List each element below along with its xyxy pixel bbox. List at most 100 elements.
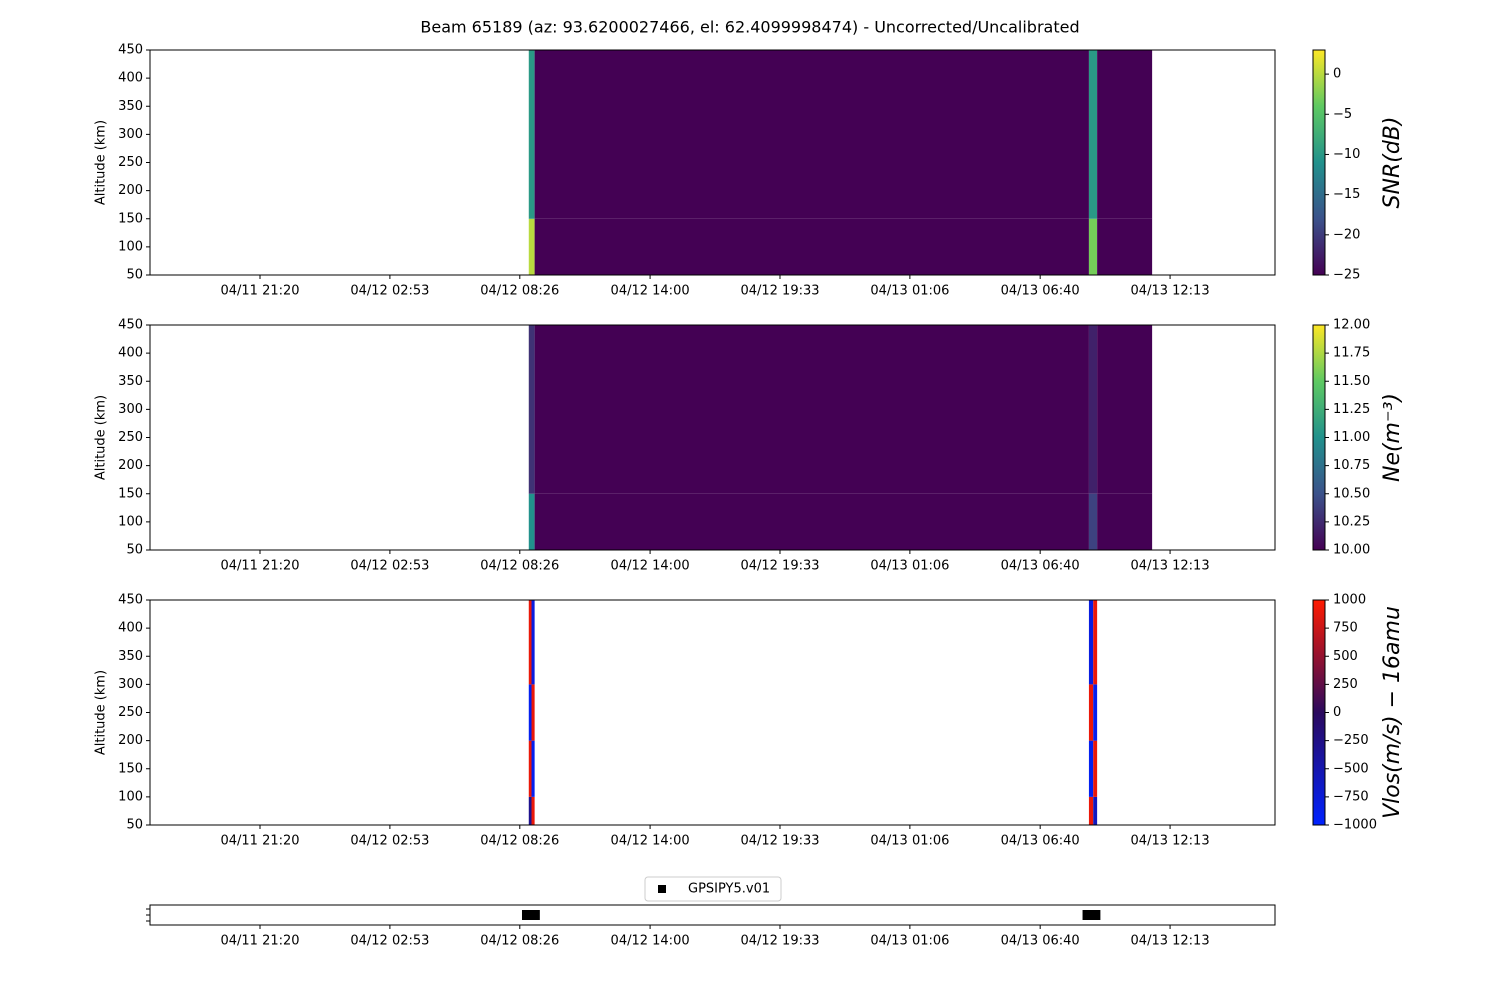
x-tick-label: 04/12 14:00 bbox=[611, 934, 690, 949]
colorbar-tick-label: 750 bbox=[1333, 621, 1358, 636]
x-tick-label: 04/12 02:53 bbox=[350, 559, 429, 574]
x-tick-label: 04/13 06:40 bbox=[1001, 934, 1080, 949]
heat-cell bbox=[534, 325, 1089, 494]
x-tick-label: 04/11 21:20 bbox=[220, 934, 299, 949]
colorbar-tick-label: −1000 bbox=[1333, 818, 1377, 833]
colorbar-tick-label: 500 bbox=[1333, 649, 1358, 664]
heat-cell bbox=[1088, 493, 1098, 550]
colorbar-tick-label: −15 bbox=[1333, 187, 1360, 202]
y-tick-label: 250 bbox=[118, 705, 143, 720]
axes-frame bbox=[149, 904, 1276, 926]
x-tick-label: 04/13 12:13 bbox=[1131, 834, 1210, 849]
x-tick-label: 04/13 06:40 bbox=[1001, 834, 1080, 849]
colorbar-tick-label: −500 bbox=[1333, 761, 1369, 776]
y-tick-label: 250 bbox=[118, 430, 143, 445]
y-tick-label: 350 bbox=[118, 99, 143, 114]
colorbar-label: Ne(m⁻³) bbox=[1380, 393, 1405, 482]
heat-cell bbox=[1088, 796, 1094, 825]
x-tick-label: 04/13 06:40 bbox=[1001, 284, 1080, 299]
heat-cell bbox=[534, 493, 1089, 550]
y-tick-label: 100 bbox=[118, 239, 143, 254]
x-tick-label: 04/13 01:06 bbox=[870, 934, 949, 949]
x-tick-label: 04/13 12:13 bbox=[1131, 934, 1210, 949]
x-tick-label: 04/13 12:13 bbox=[1131, 284, 1210, 299]
x-tick-label: 04/12 08:26 bbox=[480, 559, 559, 574]
heat-cell bbox=[531, 684, 535, 741]
y-tick-label: 100 bbox=[118, 514, 143, 529]
x-tick-label: 04/12 14:00 bbox=[611, 559, 690, 574]
figure-title: Beam 65189 (az: 93.6200027466, el: 62.40… bbox=[420, 18, 1079, 37]
colorbar-tick-label: 250 bbox=[1333, 677, 1358, 692]
colorbar bbox=[1312, 324, 1326, 551]
axes-frame bbox=[149, 599, 1276, 826]
y-tick-label: 250 bbox=[118, 155, 143, 170]
legend-box bbox=[644, 876, 782, 902]
colorbar-tick-label: −25 bbox=[1333, 268, 1360, 283]
x-tick-label: 04/12 19:33 bbox=[740, 559, 819, 574]
y-axis-label: Altitude (km) bbox=[94, 670, 109, 755]
colorbar-tick-label: 0 bbox=[1333, 705, 1341, 720]
x-tick-label: 04/13 06:40 bbox=[1001, 559, 1080, 574]
heat-cell bbox=[534, 218, 1089, 275]
x-tick-label: 04/12 02:53 bbox=[350, 934, 429, 949]
y-tick-label: 150 bbox=[118, 761, 143, 776]
heat-cell bbox=[528, 325, 535, 494]
y-tick-label: 300 bbox=[118, 402, 143, 417]
heat-cell bbox=[528, 493, 535, 550]
y-tick-label: 350 bbox=[118, 649, 143, 664]
x-tick-label: 04/12 02:53 bbox=[350, 284, 429, 299]
x-tick-label: 04/12 19:33 bbox=[740, 834, 819, 849]
colorbar-tick-label: −10 bbox=[1333, 147, 1360, 162]
y-axis-label: Altitude (km) bbox=[94, 120, 109, 205]
axes-frame bbox=[149, 324, 1276, 551]
heat-cell bbox=[1088, 740, 1094, 797]
heat-cell bbox=[1097, 493, 1153, 550]
heat-cell bbox=[528, 684, 532, 741]
scatter-point bbox=[1088, 910, 1101, 920]
y-tick-label: 150 bbox=[118, 211, 143, 226]
x-tick-label: 04/11 21:20 bbox=[220, 559, 299, 574]
colorbar-tick-label: 12.00 bbox=[1333, 318, 1370, 333]
heat-cell bbox=[528, 740, 532, 797]
y-tick-label: 200 bbox=[118, 458, 143, 473]
colorbar-tick-label: 0 bbox=[1333, 67, 1341, 82]
heat-cell bbox=[1088, 684, 1094, 741]
y-tick-label: 400 bbox=[118, 71, 143, 86]
heat-cell bbox=[531, 796, 535, 825]
y-tick-label: 300 bbox=[118, 127, 143, 142]
x-tick-label: 04/12 14:00 bbox=[611, 834, 690, 849]
heat-cell bbox=[1088, 218, 1098, 275]
heat-cell bbox=[528, 796, 532, 825]
y-tick-label: 50 bbox=[126, 818, 143, 833]
x-tick-label: 04/13 01:06 bbox=[870, 284, 949, 299]
x-tick-label: 04/12 08:26 bbox=[480, 284, 559, 299]
colorbar-tick-label: 10.25 bbox=[1333, 514, 1370, 529]
x-tick-label: 04/13 01:06 bbox=[870, 559, 949, 574]
colorbar-tick-label: 11.75 bbox=[1333, 346, 1370, 361]
colorbar-tick-label: 11.00 bbox=[1333, 430, 1370, 445]
heat-cell bbox=[1088, 50, 1098, 219]
heat-cell bbox=[531, 600, 535, 685]
colorbar-tick-label: −5 bbox=[1333, 107, 1352, 122]
x-tick-label: 04/12 19:33 bbox=[740, 284, 819, 299]
colorbar-label: Vlos(m/s) − 16amu bbox=[1380, 606, 1405, 819]
colorbar-tick-label: 1000 bbox=[1333, 593, 1366, 608]
y-tick-label: 100 bbox=[118, 789, 143, 804]
colorbar-tick-label: −20 bbox=[1333, 227, 1360, 242]
colorbar-tick-label: 11.50 bbox=[1333, 374, 1370, 389]
y-tick-label: 450 bbox=[118, 43, 143, 58]
x-tick-label: 04/11 21:20 bbox=[220, 834, 299, 849]
x-tick-label: 04/12 14:00 bbox=[611, 284, 690, 299]
y-tick-label: 350 bbox=[118, 374, 143, 389]
colorbar-label: SNR(dB) bbox=[1380, 117, 1405, 209]
heat-cell bbox=[1093, 600, 1098, 685]
heat-cell bbox=[531, 740, 535, 797]
y-tick-label: 200 bbox=[118, 183, 143, 198]
colorbar bbox=[1312, 599, 1326, 826]
heat-cell bbox=[1093, 796, 1098, 825]
y-tick-label: 400 bbox=[118, 621, 143, 636]
heat-cell bbox=[534, 50, 1089, 219]
colorbar-tick-label: 10.00 bbox=[1333, 543, 1370, 558]
y-tick-label: 450 bbox=[118, 593, 143, 608]
